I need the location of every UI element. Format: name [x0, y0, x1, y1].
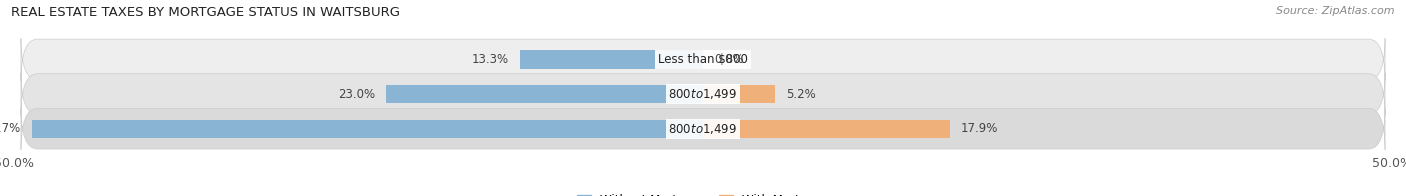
Text: Source: ZipAtlas.com: Source: ZipAtlas.com — [1277, 6, 1395, 16]
Text: 17.9%: 17.9% — [960, 122, 998, 135]
Text: Less than $800: Less than $800 — [658, 53, 748, 66]
FancyBboxPatch shape — [21, 108, 1385, 150]
Text: $800 to $1,499: $800 to $1,499 — [668, 87, 738, 101]
Bar — [387, 85, 703, 103]
Text: 23.0%: 23.0% — [337, 88, 375, 101]
Bar — [32, 120, 703, 138]
Text: 48.7%: 48.7% — [0, 122, 21, 135]
Text: 5.2%: 5.2% — [786, 88, 815, 101]
FancyBboxPatch shape — [21, 73, 1385, 115]
Text: REAL ESTATE TAXES BY MORTGAGE STATUS IN WAITSBURG: REAL ESTATE TAXES BY MORTGAGE STATUS IN … — [11, 6, 401, 19]
Bar — [703, 85, 775, 103]
Text: 13.3%: 13.3% — [471, 53, 509, 66]
Text: 0.0%: 0.0% — [714, 53, 744, 66]
Bar — [703, 120, 949, 138]
Legend: Without Mortgage, With Mortgage: Without Mortgage, With Mortgage — [572, 189, 834, 196]
Text: $800 to $1,499: $800 to $1,499 — [668, 122, 738, 136]
Bar — [520, 50, 703, 69]
FancyBboxPatch shape — [21, 38, 1385, 81]
